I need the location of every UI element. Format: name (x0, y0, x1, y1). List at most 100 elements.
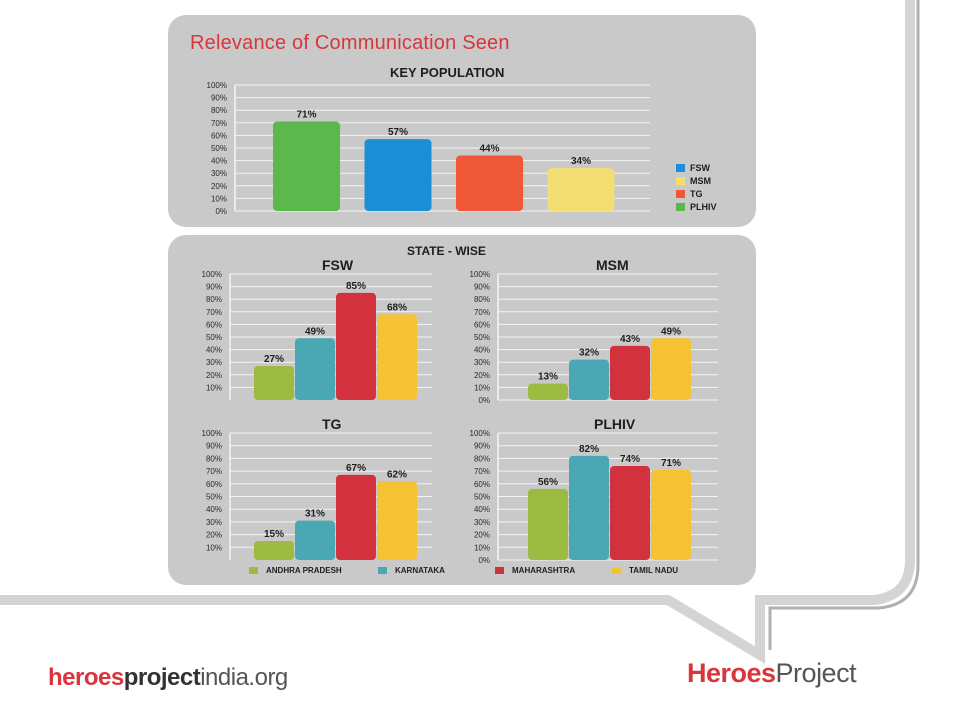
logo-part: Heroes (687, 658, 776, 688)
bar (273, 121, 340, 211)
y-tick-label: 0% (478, 556, 490, 565)
legend-label: ANDHRA PRADESH (266, 566, 342, 575)
y-tick-label: 90% (474, 442, 490, 451)
data-label: 85% (346, 281, 366, 292)
bar (651, 469, 691, 560)
legend-item-fsw: FSW (676, 163, 710, 173)
y-tick-label: 50% (474, 333, 490, 342)
legend-item-maharashtra: MAHARASHTRA (495, 566, 575, 575)
y-tick-label: 90% (474, 283, 490, 292)
legend-label: TAMIL NADU (629, 566, 679, 575)
y-tick-label: 20% (206, 371, 222, 380)
legend-swatch (612, 567, 621, 574)
legend-swatch (495, 567, 504, 574)
y-tick-label: 30% (474, 358, 490, 367)
data-label: 56% (538, 477, 558, 488)
data-label: 57% (388, 127, 408, 138)
bar (569, 455, 609, 560)
legend-item-tg: TG (676, 189, 703, 199)
bar (528, 383, 568, 400)
bubble-inner-outline (768, 0, 920, 650)
legend-swatch (249, 567, 258, 574)
data-label: 34% (571, 156, 591, 167)
legend-swatch (378, 567, 387, 574)
data-label: 13% (538, 372, 558, 383)
chart-title-tg: TG (322, 416, 342, 432)
legend-label: KARNATAKA (395, 566, 445, 575)
y-tick-label: 60% (206, 480, 222, 489)
y-tick-label: 80% (206, 295, 222, 304)
y-tick-label: 0% (215, 207, 227, 216)
chart-title-key-population: KEY POPULATION (390, 65, 505, 80)
data-label: 15% (264, 529, 284, 540)
y-tick-label: 10% (206, 383, 222, 392)
y-tick-label: 80% (474, 295, 490, 304)
logo-part: india.org (200, 664, 288, 691)
y-tick-label: 70% (211, 119, 227, 128)
data-label: 62% (387, 469, 407, 480)
legend-swatch (676, 190, 685, 198)
legend-swatch (676, 177, 685, 185)
data-label: 82% (579, 444, 599, 455)
y-tick-label: 60% (474, 320, 490, 329)
y-tick-label: 30% (206, 518, 222, 527)
bar (651, 338, 691, 400)
logo-part: Project (775, 658, 857, 688)
y-tick-label: 60% (211, 131, 227, 140)
y-tick-label: 20% (211, 182, 227, 191)
y-tick-label: 70% (474, 308, 490, 317)
data-label: 32% (579, 348, 599, 359)
data-label: 49% (305, 326, 325, 337)
legend-item-tamil-nadu: TAMIL NADU (612, 566, 678, 575)
bar (295, 520, 335, 560)
bar (377, 481, 417, 560)
legend-label: PLHIV (690, 202, 717, 212)
y-tick-label: 30% (474, 518, 490, 527)
y-tick-label: 60% (206, 320, 222, 329)
y-tick-label: 90% (206, 283, 222, 292)
legend-label: FSW (690, 163, 710, 173)
legend-label: MAHARASHTRA (512, 566, 576, 575)
bar (336, 474, 376, 560)
y-tick-label: 40% (206, 505, 222, 514)
y-tick-label: 80% (474, 454, 490, 463)
y-tick-label: 50% (206, 493, 222, 502)
data-label: 44% (479, 144, 499, 155)
y-tick-label: 30% (206, 358, 222, 367)
chart-title-fsw: FSW (322, 257, 354, 273)
y-tick-label: 20% (474, 371, 490, 380)
bar (295, 338, 335, 400)
bar (377, 314, 417, 400)
bar (336, 292, 376, 400)
data-label: 67% (346, 463, 366, 474)
y-tick-label: 100% (207, 81, 227, 90)
y-tick-label: 10% (474, 543, 490, 552)
legend-label: TG (690, 189, 703, 199)
bar (610, 345, 650, 400)
legend-swatch (676, 203, 685, 211)
data-label: 74% (620, 454, 640, 465)
y-tick-label: 100% (470, 270, 490, 279)
y-tick-label: 90% (206, 442, 222, 451)
bar (528, 488, 568, 560)
bar (456, 155, 523, 211)
legend-label: MSM (690, 176, 711, 186)
y-tick-label: 40% (474, 346, 490, 355)
y-tick-label: 70% (206, 308, 222, 317)
y-tick-label: 70% (474, 467, 490, 476)
state-wise-title: STATE - WISE (407, 244, 486, 258)
bar (569, 359, 609, 400)
y-tick-label: 10% (206, 543, 222, 552)
y-tick-label: 20% (206, 531, 222, 540)
y-tick-label: 100% (470, 429, 490, 438)
y-tick-label: 50% (474, 493, 490, 502)
legend-item-plhiv: PLHIV (676, 202, 717, 212)
y-tick-label: 80% (206, 454, 222, 463)
y-tick-label: 40% (211, 157, 227, 166)
y-tick-label: 30% (211, 169, 227, 178)
data-label: 49% (661, 326, 681, 337)
bar (547, 168, 615, 211)
